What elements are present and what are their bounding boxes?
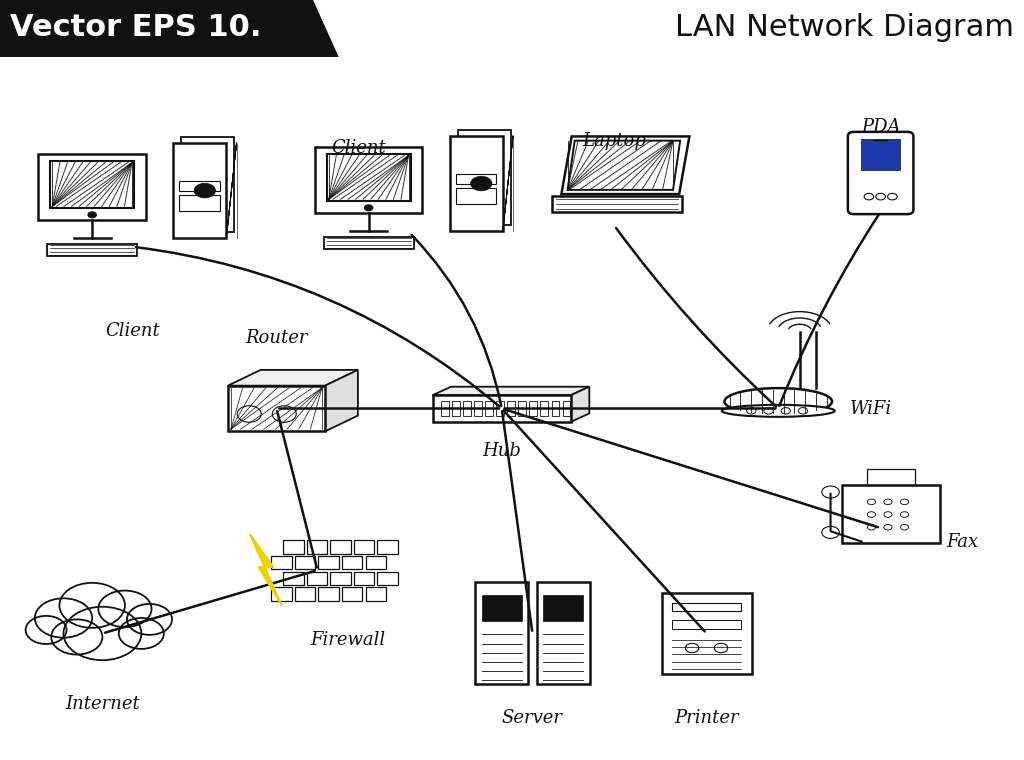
- Circle shape: [471, 176, 492, 191]
- Bar: [518, 401, 526, 416]
- Bar: [228, 385, 326, 432]
- Text: Server: Server: [502, 709, 563, 727]
- Bar: [295, 556, 315, 569]
- Bar: [307, 572, 328, 585]
- Text: Vector EPS 10.: Vector EPS 10.: [10, 13, 262, 42]
- Circle shape: [195, 183, 215, 198]
- Circle shape: [63, 606, 141, 660]
- Bar: [327, 154, 411, 201]
- Bar: [474, 401, 481, 416]
- Bar: [562, 401, 570, 416]
- Circle shape: [59, 583, 125, 628]
- Bar: [552, 196, 682, 211]
- Bar: [378, 572, 398, 585]
- Bar: [342, 587, 362, 601]
- Polygon shape: [251, 535, 282, 605]
- Bar: [271, 587, 292, 601]
- Text: Client: Client: [331, 139, 386, 157]
- Bar: [662, 593, 752, 674]
- Bar: [866, 469, 915, 485]
- Circle shape: [51, 619, 102, 654]
- Bar: [452, 401, 460, 416]
- Bar: [463, 401, 471, 416]
- Text: Internet: Internet: [66, 695, 139, 713]
- Text: Router: Router: [245, 329, 308, 347]
- Bar: [354, 572, 375, 585]
- Text: Client: Client: [105, 322, 161, 340]
- Bar: [283, 540, 304, 554]
- Ellipse shape: [725, 388, 831, 415]
- Polygon shape: [571, 387, 590, 422]
- Bar: [366, 587, 386, 601]
- Circle shape: [272, 406, 296, 423]
- Bar: [181, 138, 234, 233]
- Bar: [179, 195, 220, 211]
- Bar: [507, 401, 515, 416]
- Bar: [307, 540, 328, 554]
- Bar: [47, 244, 137, 256]
- Circle shape: [88, 212, 96, 217]
- Text: Firewall: Firewall: [310, 632, 386, 650]
- Bar: [441, 401, 449, 416]
- Polygon shape: [432, 387, 590, 395]
- Bar: [330, 540, 350, 554]
- Circle shape: [238, 406, 261, 423]
- Bar: [173, 143, 226, 238]
- Bar: [324, 236, 414, 249]
- Bar: [861, 139, 900, 170]
- Text: WiFi: WiFi: [849, 400, 892, 417]
- Bar: [481, 595, 522, 621]
- Bar: [318, 556, 339, 569]
- Bar: [456, 174, 497, 184]
- Polygon shape: [228, 370, 358, 385]
- Bar: [497, 401, 504, 416]
- Bar: [432, 395, 571, 422]
- Bar: [529, 401, 537, 416]
- Bar: [295, 587, 315, 601]
- Text: Laptop: Laptop: [583, 132, 646, 150]
- Text: PDA: PDA: [861, 119, 900, 136]
- Bar: [50, 161, 134, 207]
- Circle shape: [127, 604, 172, 635]
- Bar: [271, 556, 292, 569]
- Bar: [475, 582, 528, 685]
- FancyBboxPatch shape: [39, 154, 145, 220]
- Circle shape: [35, 598, 92, 638]
- Circle shape: [26, 616, 67, 644]
- Text: Fax: Fax: [946, 533, 979, 551]
- Bar: [179, 181, 220, 191]
- Bar: [318, 587, 339, 601]
- Bar: [456, 188, 497, 204]
- Bar: [366, 556, 386, 569]
- Bar: [342, 556, 362, 569]
- Bar: [450, 136, 503, 231]
- Ellipse shape: [722, 405, 835, 416]
- Bar: [673, 619, 740, 629]
- Text: Printer: Printer: [674, 709, 739, 727]
- FancyBboxPatch shape: [848, 132, 913, 214]
- Bar: [485, 401, 493, 416]
- Circle shape: [119, 618, 164, 649]
- Bar: [543, 595, 584, 621]
- Bar: [378, 540, 398, 554]
- Polygon shape: [561, 137, 689, 194]
- Bar: [541, 401, 548, 416]
- Bar: [552, 401, 559, 416]
- Bar: [458, 131, 511, 226]
- Bar: [354, 540, 375, 554]
- Circle shape: [365, 205, 373, 211]
- Bar: [673, 603, 740, 611]
- Circle shape: [98, 591, 152, 627]
- Polygon shape: [0, 0, 338, 57]
- Bar: [330, 572, 350, 585]
- Polygon shape: [326, 370, 358, 432]
- Text: LAN Network Diagram: LAN Network Diagram: [675, 13, 1014, 42]
- FancyBboxPatch shape: [315, 147, 423, 214]
- Bar: [842, 485, 940, 543]
- Bar: [537, 582, 590, 685]
- Bar: [283, 572, 304, 585]
- Text: Hub: Hub: [482, 442, 521, 460]
